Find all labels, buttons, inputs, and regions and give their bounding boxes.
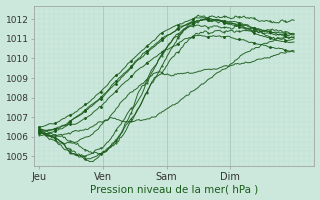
X-axis label: Pression niveau de la mer( hPa ): Pression niveau de la mer( hPa ) [90,184,259,194]
